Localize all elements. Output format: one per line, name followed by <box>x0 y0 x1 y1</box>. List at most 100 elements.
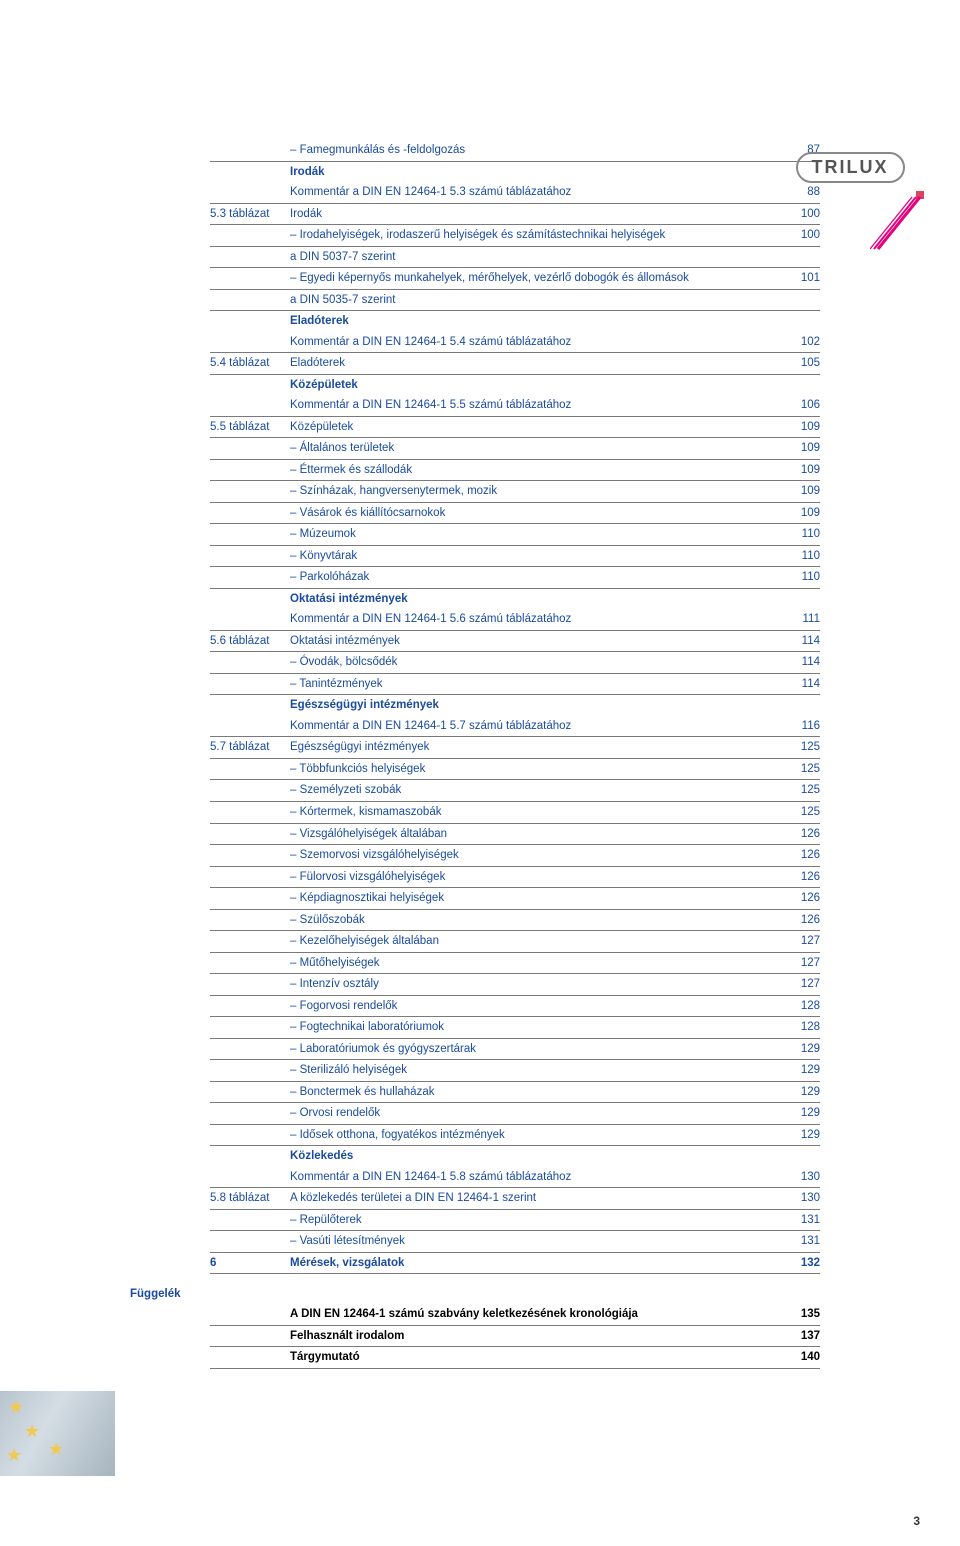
toc-row: – Orvosi rendelők129 <box>210 1103 820 1125</box>
toc-row-page <box>780 378 820 394</box>
toc-row-left <box>210 506 290 522</box>
toc-row-label: – Múzeumok <box>290 527 780 543</box>
toc-row: Középületek <box>210 375 820 396</box>
toc-row: 5.4 táblázatEladóterek105 <box>210 353 820 375</box>
toc-row: – Színházak, hangversenytermek, mozik109 <box>210 481 820 503</box>
toc-row-label: – Szemorvosi vizsgálóhelyiségek <box>290 848 780 864</box>
toc-row-left <box>210 827 290 843</box>
toc-row-left <box>210 1085 290 1101</box>
toc-row-left: 5.3 táblázat <box>210 207 290 223</box>
toc-row-label: Kommentár a DIN EN 12464-1 5.8 számú táb… <box>290 1170 780 1186</box>
toc-row-left <box>210 999 290 1015</box>
toc-row: 5.8 táblázatA közlekedés területei a DIN… <box>210 1188 820 1210</box>
toc-row-page: 110 <box>780 527 820 543</box>
toc-row-page: 125 <box>780 740 820 756</box>
toc-row-page: 125 <box>780 783 820 799</box>
toc-row-label: Irodák <box>290 165 780 181</box>
toc-row: – Éttermek és szállodák109 <box>210 460 820 482</box>
toc-row-left: 5.7 táblázat <box>210 740 290 756</box>
toc-row-left <box>210 956 290 972</box>
toc-row-left <box>210 719 290 735</box>
toc-row: Kommentár a DIN EN 12464-1 5.8 számú táb… <box>210 1167 820 1189</box>
toc-row-label: – Színházak, hangversenytermek, mozik <box>290 484 780 500</box>
toc-row-left <box>210 848 290 864</box>
toc-row: Tárgymutató140 <box>210 1347 820 1369</box>
toc-row-page <box>780 698 820 714</box>
toc-row-label: – Sterilizáló helyiségek <box>290 1063 780 1079</box>
logo-text: TRILUX <box>796 152 905 183</box>
toc-row-label: Irodák <box>290 207 780 223</box>
toc-row: A DIN EN 12464-1 számú szabvány keletkez… <box>210 1304 820 1326</box>
toc-row-left <box>210 185 290 201</box>
toc-row-page: 127 <box>780 956 820 972</box>
toc-row-left: 5.5 táblázat <box>210 420 290 436</box>
toc-row-label: Közlekedés <box>290 1149 780 1165</box>
toc-row-left <box>210 655 290 671</box>
toc-row-label: – Éttermek és szállodák <box>290 463 780 479</box>
toc-row: – Könyvtárak110 <box>210 546 820 568</box>
toc-row: – Szülőszobák126 <box>210 910 820 932</box>
toc-row: – Fogtechnikai laboratóriumok128 <box>210 1017 820 1039</box>
toc-row-page: 126 <box>780 891 820 907</box>
toc-row: – Általános területek109 <box>210 438 820 460</box>
toc-row-left <box>210 527 290 543</box>
toc-row: Kommentár a DIN EN 12464-1 5.3 számú táb… <box>210 182 820 204</box>
toc-row-page: 132 <box>780 1256 820 1272</box>
toc-row-label: Középületek <box>290 420 780 436</box>
toc-row: 5.3 táblázatIrodák100 <box>210 204 820 226</box>
toc-row-label: – Repülőterek <box>290 1213 780 1229</box>
toc-row-left <box>210 1128 290 1144</box>
toc-row-left <box>210 1170 290 1186</box>
toc-row-left <box>210 1213 290 1229</box>
toc-row-label: Kommentár a DIN EN 12464-1 5.4 számú táb… <box>290 335 780 351</box>
toc-row-page: 126 <box>780 870 820 886</box>
toc-row: Egészségügyi intézmények <box>210 695 820 716</box>
toc-row-page: 126 <box>780 913 820 929</box>
toc-row-left <box>210 1234 290 1250</box>
toc-row-label: – Tanintézmények <box>290 677 780 693</box>
toc-row-label: – Óvodák, bölcsődék <box>290 655 780 671</box>
toc-row-label: – Fogtechnikai laboratóriumok <box>290 1020 780 1036</box>
toc-row: – Múzeumok110 <box>210 524 820 546</box>
toc-row: 5.6 táblázatOktatási intézmények114 <box>210 631 820 653</box>
toc-row-page: 109 <box>780 484 820 500</box>
toc-row: – Vasúti létesítmények131 <box>210 1231 820 1253</box>
toc-row-page: 126 <box>780 848 820 864</box>
toc-row: – Fülorvosi vizsgálóhelyiségek126 <box>210 867 820 889</box>
toc-row-left <box>210 1149 290 1165</box>
toc-row-label: – Intenzív osztály <box>290 977 780 993</box>
toc-row: – Tanintézmények114 <box>210 674 820 696</box>
toc-row-page <box>780 1149 820 1165</box>
toc-row: Kommentár a DIN EN 12464-1 5.5 számú táb… <box>210 395 820 417</box>
toc-row-label: – Szülőszobák <box>290 913 780 929</box>
toc-row: Kommentár a DIN EN 12464-1 5.7 számú táb… <box>210 716 820 738</box>
brand-logo: TRILUX <box>770 152 930 251</box>
toc-row-page <box>780 293 820 309</box>
toc-row-page: 131 <box>780 1234 820 1250</box>
toc-row-label: – Képdiagnosztikai helyiségek <box>290 891 780 907</box>
appendix-list: A DIN EN 12464-1 számú szabvány keletkez… <box>210 1304 820 1369</box>
toc-row-label: – Kezelőhelyiségek általában <box>290 934 780 950</box>
toc-row-label: Középületek <box>290 378 780 394</box>
toc-row-label: – Famegmunkálás és -feldolgozás <box>290 143 780 159</box>
toc-row-page: 116 <box>780 719 820 735</box>
toc-row-left <box>210 143 290 159</box>
toc-row: – Laboratóriumok és gyógyszertárak129 <box>210 1039 820 1061</box>
toc-row: Kommentár a DIN EN 12464-1 5.4 számú táb… <box>210 332 820 354</box>
toc-row-left <box>210 293 290 309</box>
toc-row-left <box>210 271 290 287</box>
toc-row: – Famegmunkálás és -feldolgozás87 <box>210 140 820 162</box>
appendix-heading: Függelék <box>130 1288 960 1300</box>
toc-row-label: Egészségügyi intézmények <box>290 698 780 714</box>
toc-row-left <box>210 570 290 586</box>
toc-row: – Egyedi képernyős munkahelyek, mérőhely… <box>210 268 820 290</box>
toc-row-label: Oktatási intézmények <box>290 592 780 608</box>
toc-row-label: – Vasúti létesítmények <box>290 1234 780 1250</box>
toc-row-label: – Könyvtárak <box>290 549 780 565</box>
toc-row-left <box>210 463 290 479</box>
toc-row-left <box>210 783 290 799</box>
toc-row: – Többfunkciós helyiségek125 <box>210 759 820 781</box>
toc-row-label: – Fogorvosi rendelők <box>290 999 780 1015</box>
toc-row-left <box>210 1350 290 1366</box>
toc-row-label: – Kórtermek, kismamaszobák <box>290 805 780 821</box>
